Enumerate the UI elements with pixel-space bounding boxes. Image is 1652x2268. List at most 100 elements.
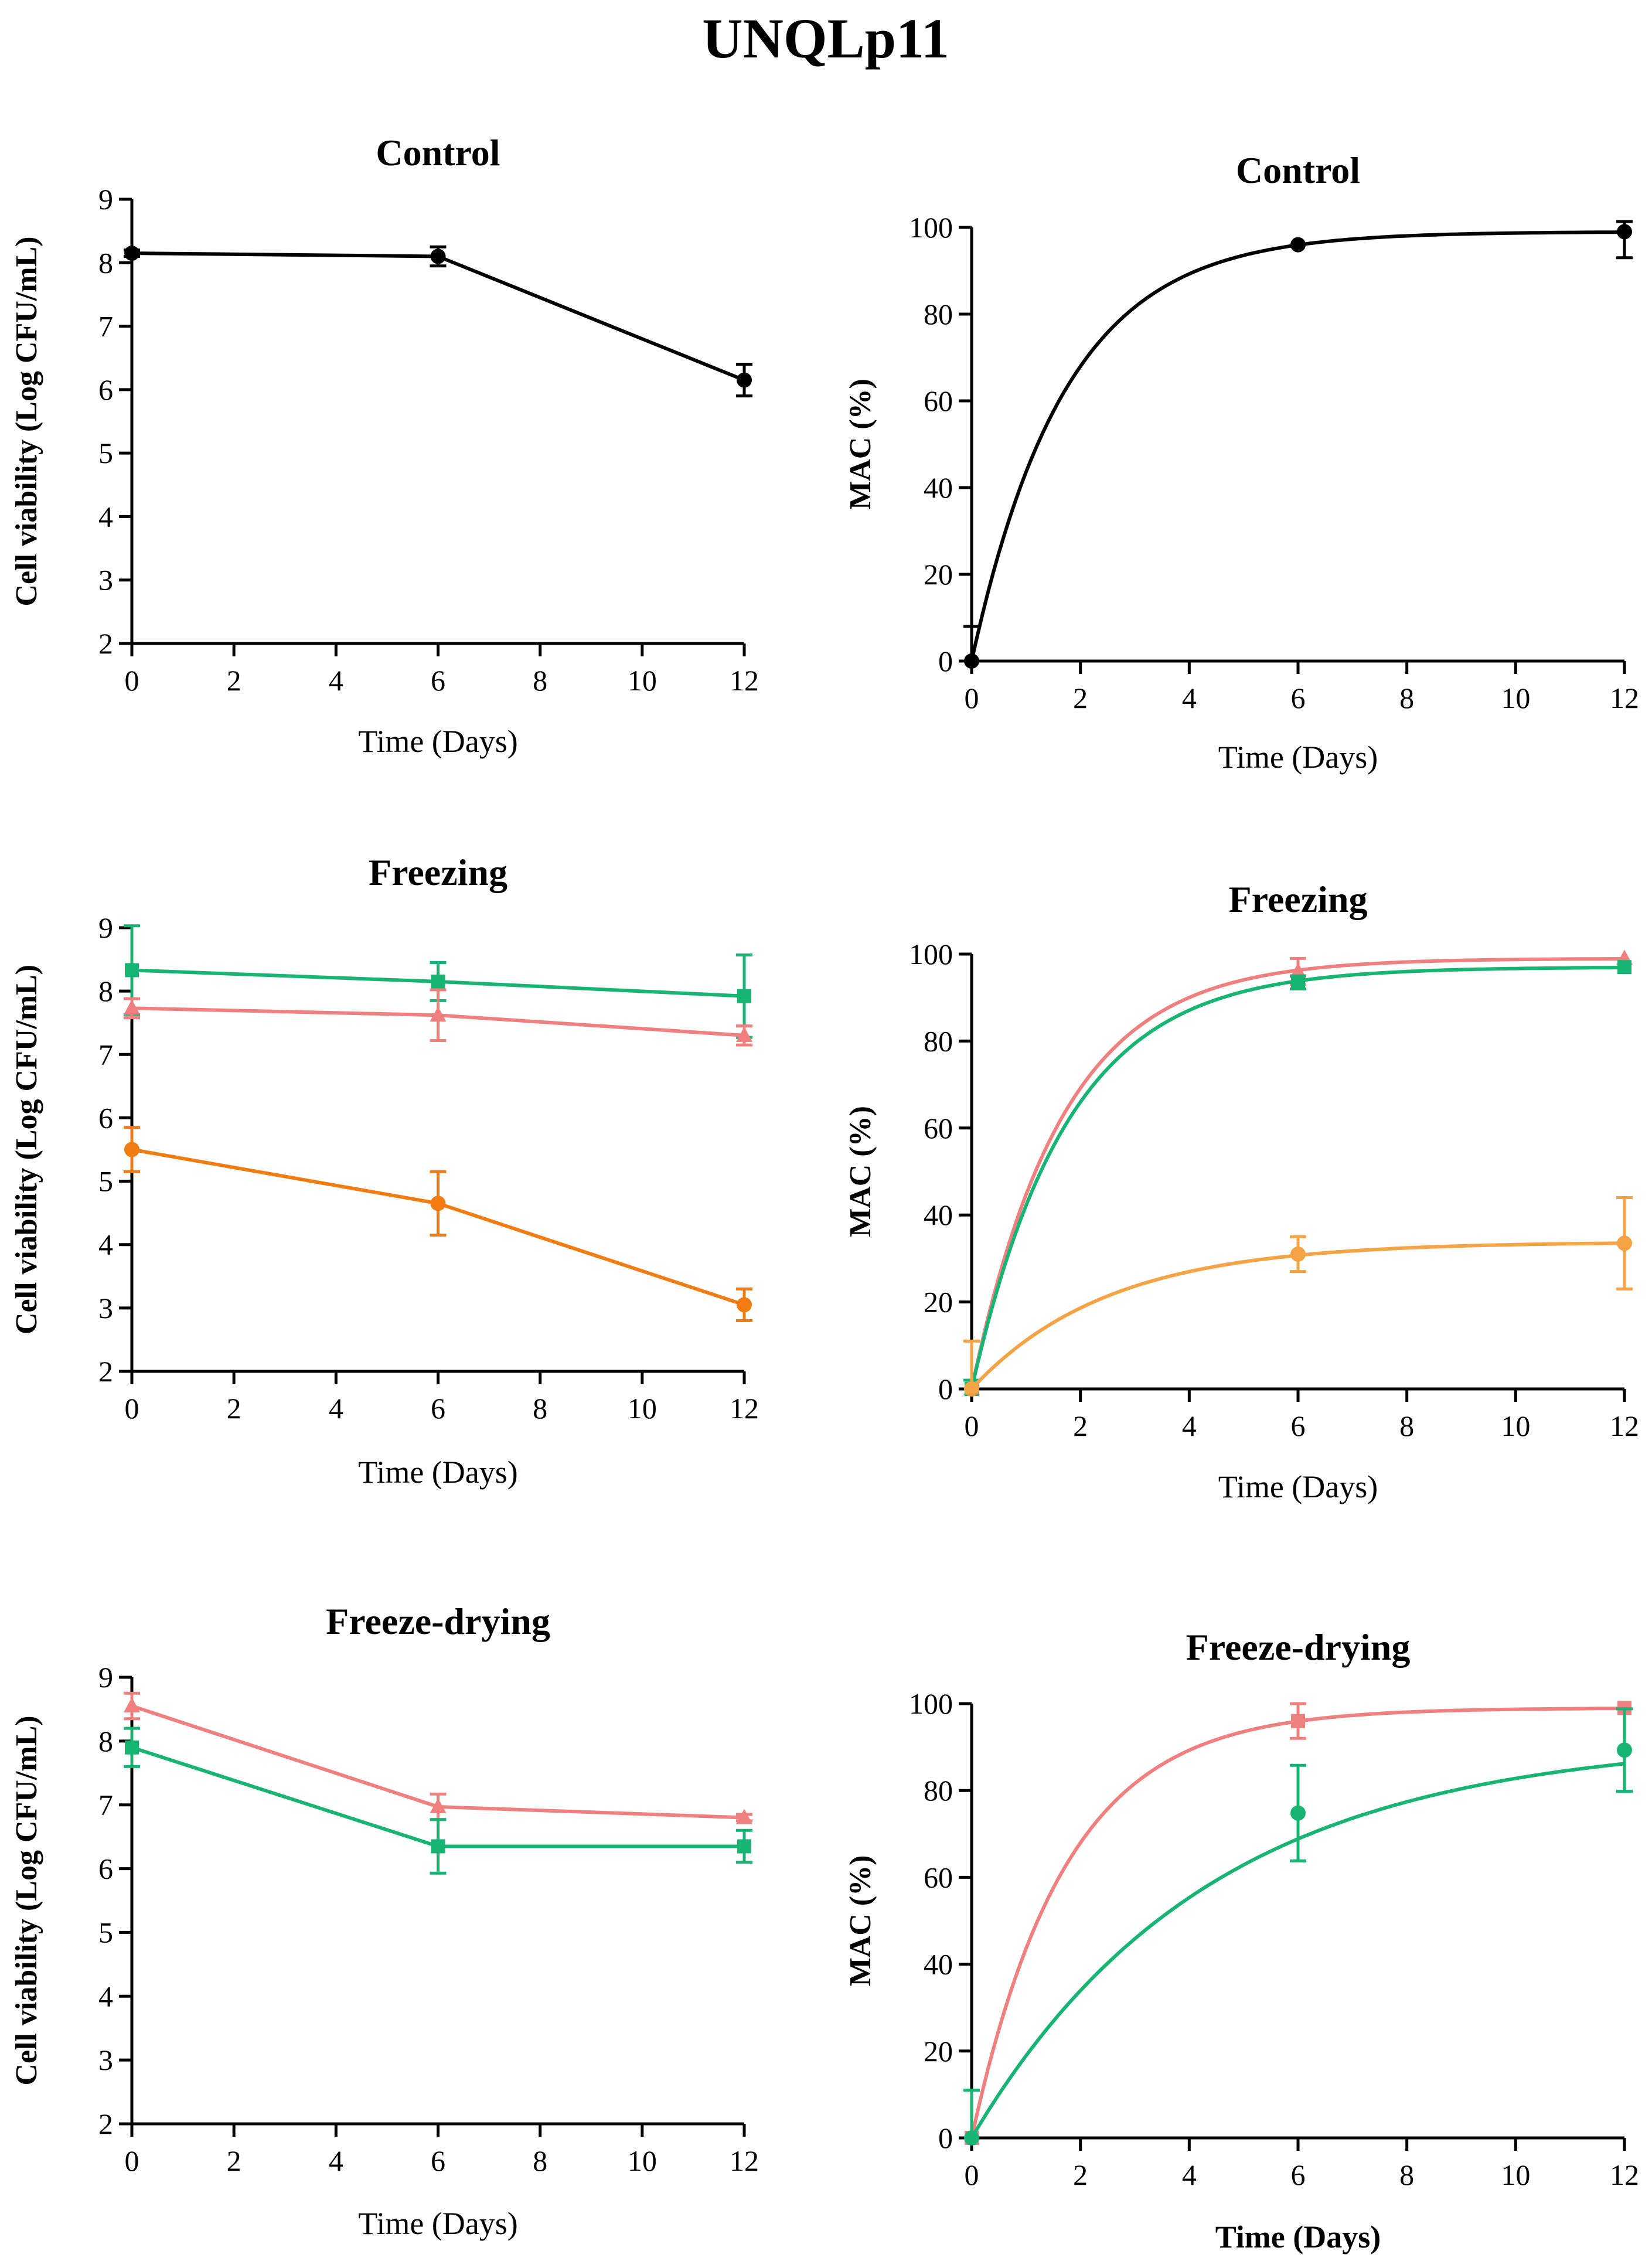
- x-tick-label: 12: [1610, 1409, 1639, 1442]
- data-point: [964, 653, 979, 669]
- y-tick-label: 80: [924, 1024, 953, 1057]
- y-tick-label: 40: [924, 471, 953, 504]
- y-axis-label: MAC (%): [844, 1106, 877, 1237]
- y-axis-label: MAC (%): [844, 1855, 877, 1987]
- x-tick-label: 4: [1182, 1409, 1197, 1442]
- y-tick-label: 20: [924, 1286, 953, 1319]
- x-tick-label: 0: [125, 1392, 139, 1425]
- y-tick-label: 100: [909, 938, 953, 970]
- chart-mac-freezing: Freezing 0 2 4 6 8 10 12 0 20 40 60 80 100 Time (Days)…: [844, 878, 1639, 1504]
- data-point: [125, 1740, 139, 1755]
- y-axis-label: Cell viability (Log CFU/mL): [10, 965, 43, 1334]
- chart-title: Freeze-drying: [1186, 1626, 1411, 1668]
- data-point: [124, 1697, 140, 1712]
- x-tick-label: 6: [431, 1392, 445, 1425]
- x-axis-label: Time (Days): [1215, 2219, 1381, 2255]
- y-tick-label: 2: [98, 2107, 113, 2140]
- x-tick-label: 12: [730, 2144, 759, 2177]
- x-tick-label: 10: [628, 2144, 657, 2177]
- x-tick-label: 6: [1291, 1409, 1306, 1442]
- chart-title: Freezing: [369, 852, 507, 893]
- x-tick-label: 6: [1291, 2158, 1306, 2191]
- y-tick-label: 0: [938, 645, 953, 677]
- y-tick-label: 2: [98, 1355, 113, 1388]
- x-tick-label: 10: [628, 664, 657, 697]
- data-point: [736, 1026, 752, 1042]
- y-tick-label: 5: [98, 437, 113, 469]
- data-point: [125, 963, 139, 978]
- data-point: [430, 1797, 447, 1813]
- y-tick-label: 3: [98, 1292, 113, 1324]
- y-tick-label: 5: [98, 1165, 113, 1198]
- y-tick-label: 40: [924, 1198, 953, 1231]
- chart-title: Freezing: [1229, 878, 1368, 920]
- data-point: [1291, 1714, 1305, 1728]
- data-point: [737, 1839, 751, 1854]
- x-tick-label: 6: [1291, 682, 1306, 714]
- x-tick-label: 10: [1501, 1409, 1530, 1442]
- y-tick-label: 100: [909, 211, 953, 244]
- x-axis-label: Time (Days): [1218, 1469, 1378, 1504]
- data-point: [431, 1839, 445, 1854]
- series-0: [963, 220, 1633, 669]
- y-tick-label: 0: [938, 2121, 953, 2154]
- x-tick-label: 4: [329, 2144, 343, 2177]
- data-point: [1290, 237, 1306, 253]
- x-tick-label: 12: [1610, 682, 1639, 714]
- x-tick-label: 10: [1501, 682, 1530, 714]
- data-point: [1617, 1742, 1632, 1758]
- x-tick-label: 2: [1073, 1409, 1088, 1442]
- y-tick-label: 7: [98, 310, 113, 343]
- x-tick-label: 0: [125, 664, 139, 697]
- y-tick-label: 60: [924, 1861, 953, 1894]
- data-point: [430, 1196, 446, 1211]
- x-tick-label: 2: [1073, 2158, 1088, 2191]
- y-tick-label: 8: [98, 1725, 113, 1758]
- x-tick-label: 12: [730, 1392, 759, 1425]
- series-1: [124, 1726, 752, 1875]
- y-tick-label: 40: [924, 1948, 953, 1981]
- x-tick-label: 10: [628, 1392, 657, 1425]
- x-tick-label: 4: [329, 1392, 343, 1425]
- x-tick-label: 4: [329, 664, 343, 697]
- x-tick-label: 4: [1182, 682, 1197, 714]
- y-tick-label: 3: [98, 2044, 113, 2076]
- data-point: [736, 1809, 752, 1824]
- chart-title: Control: [1236, 149, 1360, 191]
- data-point: [1290, 1805, 1306, 1821]
- y-tick-label: 6: [98, 1101, 113, 1134]
- y-tick-label: 80: [924, 298, 953, 331]
- x-tick-label: 8: [1399, 1409, 1414, 1442]
- x-tick-label: 6: [431, 2144, 445, 2177]
- data-point: [124, 999, 140, 1015]
- y-tick-label: 9: [98, 1661, 113, 1694]
- series-2: [124, 1126, 752, 1322]
- x-tick-label: 8: [533, 1392, 547, 1425]
- y-tick-label: 0: [938, 1373, 953, 1405]
- y-tick-label: 6: [98, 373, 113, 406]
- data-point: [737, 1297, 752, 1313]
- figure-title: UNQLp11: [702, 7, 949, 70]
- x-tick-label: 2: [227, 664, 241, 697]
- y-tick-label: 8: [98, 246, 113, 279]
- y-tick-label: 4: [98, 500, 113, 533]
- y-tick-label: 20: [924, 2035, 953, 2068]
- x-axis-label: Time (Days): [358, 724, 518, 759]
- x-tick-label: 8: [533, 664, 547, 697]
- x-tick-label: 6: [431, 664, 445, 697]
- y-tick-label: 60: [924, 384, 953, 417]
- y-axis-label: Cell viability (Log CFU/mL): [10, 1715, 43, 2085]
- data-point: [1617, 1235, 1632, 1251]
- chart-title: Control: [376, 132, 500, 173]
- series-1: [124, 988, 752, 1047]
- y-tick-label: 9: [98, 183, 113, 216]
- x-tick-label: 10: [1501, 2158, 1530, 2191]
- y-tick-label: 5: [98, 1916, 113, 1949]
- data-point: [430, 248, 446, 264]
- series-2: [963, 1196, 1633, 1397]
- x-tick-label: 8: [1399, 682, 1414, 714]
